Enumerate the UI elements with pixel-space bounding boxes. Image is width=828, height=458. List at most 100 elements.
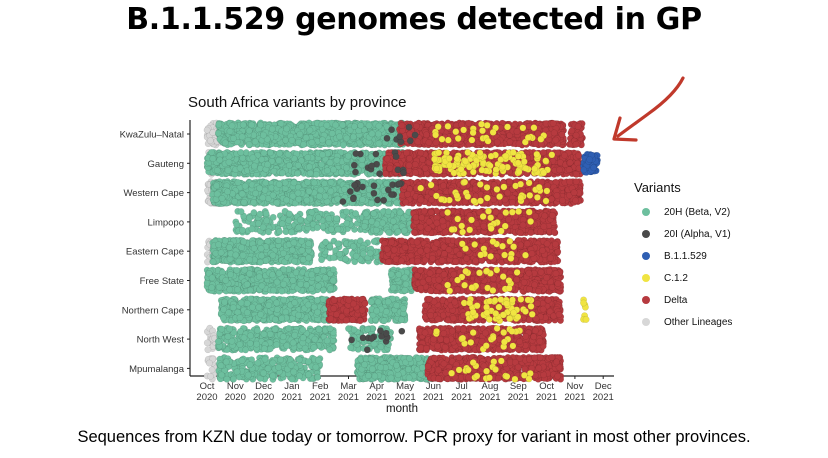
data-point: [368, 199, 375, 207]
data-point: [240, 198, 248, 206]
data-point: [275, 237, 282, 245]
data-point: [278, 220, 286, 228]
data-point: [294, 161, 302, 169]
x-tick-label-month: Jul: [456, 381, 468, 392]
data-point: [260, 149, 268, 157]
x-tick-label-month: Aug: [482, 381, 499, 392]
data-point: [326, 159, 334, 167]
data-point: [238, 133, 246, 141]
x-tick-label-year: 2021: [395, 392, 416, 403]
data-point: [323, 167, 331, 175]
data-point: [250, 199, 258, 206]
data-point: [327, 187, 335, 195]
data-point: [374, 130, 382, 138]
data-point: [239, 251, 247, 259]
data-point: [240, 238, 248, 246]
x-tick-label-year: 2021: [310, 392, 331, 403]
data-point: [318, 136, 326, 144]
data-point: [239, 226, 246, 234]
data-point: [269, 251, 277, 259]
data-point: [251, 138, 259, 146]
data-point: [262, 257, 270, 265]
data-point: [264, 161, 271, 169]
data-point: [314, 214, 322, 221]
data-point: [234, 179, 242, 186]
data-point: [352, 252, 360, 260]
data-point: [317, 186, 325, 194]
data-point: [225, 158, 233, 166]
data-point: [237, 208, 245, 216]
data-point: [249, 154, 257, 162]
data-point: [375, 140, 383, 147]
data-point: [327, 178, 335, 186]
data-point: [262, 179, 270, 187]
data-point: [246, 214, 253, 222]
data-point: [312, 170, 320, 178]
data-point: [384, 208, 392, 216]
data-point: [233, 221, 241, 229]
data-point: [328, 129, 336, 137]
data-point: [296, 216, 304, 224]
data-point: [256, 210, 264, 218]
data-point: [269, 213, 277, 221]
data-point: [294, 189, 302, 197]
data-point: [213, 166, 221, 174]
data-point: [321, 192, 329, 200]
x-axis-label: month: [386, 403, 418, 415]
data-point: [268, 125, 276, 133]
data-point: [256, 258, 264, 266]
data-point: [342, 255, 349, 263]
data-point: [358, 196, 366, 204]
data-point: [285, 210, 293, 218]
data-point: [295, 223, 303, 231]
data-point: [224, 188, 232, 196]
data-point: [205, 359, 213, 367]
chart-title: South Africa variants by province: [188, 94, 407, 111]
x-tick-label-year: 2020: [196, 392, 217, 403]
data-point: [313, 224, 321, 232]
data-point: [213, 190, 221, 198]
data-point: [393, 199, 401, 207]
data-point: [256, 184, 263, 192]
x-tick-label-year: 2021: [564, 392, 585, 403]
data-point: [306, 169, 314, 177]
data-point: [283, 196, 290, 204]
data-point: [298, 123, 305, 131]
data-point: [339, 141, 347, 149]
data-point: [245, 141, 253, 149]
data-point: [321, 180, 328, 187]
data-point: [228, 122, 236, 130]
data-point: [375, 122, 383, 130]
data-point: [334, 240, 342, 248]
data-point: [298, 246, 306, 254]
data-point: [266, 149, 274, 157]
data-point: [329, 254, 337, 262]
x-tick-label-year: 2021: [508, 392, 529, 403]
data-point: [203, 126, 211, 134]
x-tick-label-year: 2020: [225, 392, 246, 403]
x-tick-label-month: Oct: [200, 381, 215, 392]
data-point: [214, 129, 222, 137]
data-point: [206, 137, 214, 145]
data-point: [305, 163, 313, 171]
data-point: [366, 249, 374, 257]
province-label: Western Cape: [123, 188, 184, 199]
data-point: [332, 121, 340, 129]
data-point: [236, 164, 244, 172]
data-point: [283, 125, 291, 133]
data-point: [305, 254, 312, 262]
data-point: [360, 222, 368, 230]
data-point: [250, 244, 258, 252]
data-point: [254, 220, 262, 227]
data-point: [343, 208, 350, 216]
data-point: [231, 198, 239, 205]
data-point: [224, 167, 232, 174]
data-point: [325, 215, 333, 223]
data-point: [330, 166, 337, 174]
data-point: [237, 149, 245, 156]
x-tick-label-year: 2021: [366, 392, 387, 403]
data-point: [318, 256, 325, 264]
data-point: [204, 346, 212, 354]
province-label: KwaZulu–Natal: [120, 130, 184, 141]
